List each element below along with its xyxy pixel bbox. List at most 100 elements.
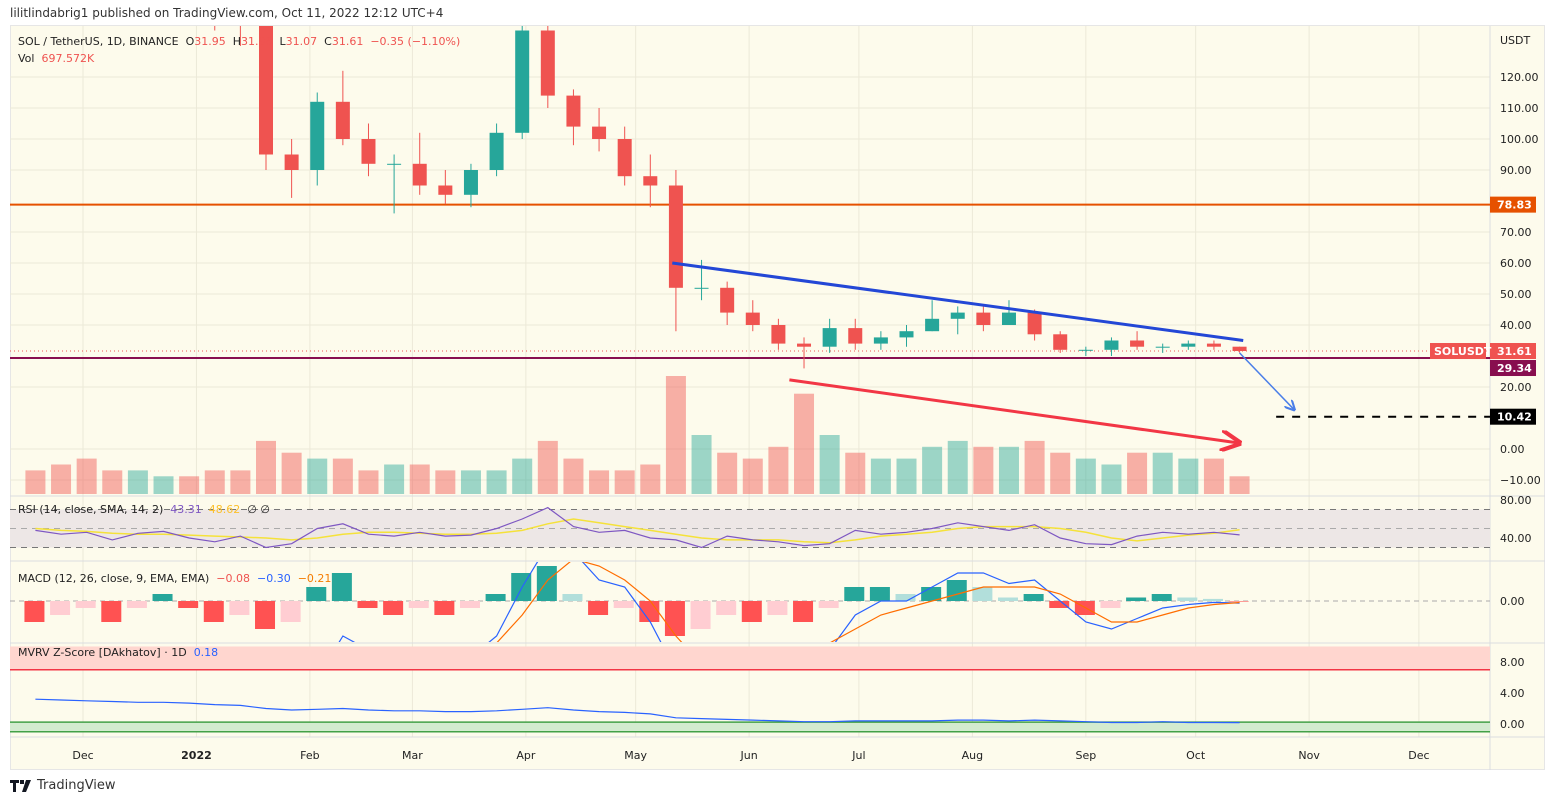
macd-histogram-bar [998, 597, 1018, 601]
macd-histogram-bar [844, 587, 865, 601]
candle-body [976, 312, 991, 325]
volume-bar [896, 458, 917, 494]
time-tick-label: Aug [962, 749, 983, 762]
time-tick-label: Feb [300, 749, 319, 762]
volume-bar [537, 440, 558, 494]
volume-bar [1024, 440, 1045, 494]
macd-histogram-bar [1100, 601, 1121, 608]
candle-body [463, 170, 478, 195]
price-pane[interactable] [10, 0, 1490, 494]
candle-body [925, 318, 940, 332]
candle-body [335, 101, 350, 139]
volume-bar [614, 470, 635, 494]
level-tag-bg [1490, 196, 1536, 213]
time-tick-label: Oct [1186, 749, 1206, 762]
macd-histogram-bar [793, 601, 814, 622]
rsi-pane[interactable] [10, 506, 1490, 549]
candle-body [617, 139, 632, 177]
macd-histogram-bar [178, 601, 199, 608]
trend-arrow[interactable] [1239, 352, 1295, 410]
mvrv-line [35, 698, 1240, 724]
time-tick-label: Dec [72, 749, 93, 762]
candle-body [1053, 334, 1068, 350]
macd-histogram-bar [972, 587, 993, 601]
footer-brand: TradingView [37, 778, 116, 793]
macd-histogram-bar [690, 601, 711, 629]
mvrv-legend[interactable]: MVRV Z-Score [DAkhatov] · 1D 0.18 [18, 646, 219, 659]
volume-bar [51, 464, 72, 494]
macd-histogram-bar [1228, 601, 1249, 602]
volume-bar [1075, 458, 1096, 494]
macd-histogram-bar [306, 587, 327, 601]
macd-histogram-bar [408, 601, 429, 608]
volume-bar [256, 440, 276, 494]
macd-histogram-bar [818, 601, 839, 608]
volume-bar [1203, 458, 1224, 494]
volume-bar [1152, 452, 1173, 494]
candle-body [233, 0, 247, 15]
macd-histogram-bar [946, 580, 967, 601]
volume-bar [768, 446, 789, 494]
price-tick-label: 120.00 [1500, 71, 1539, 84]
price-axis[interactable]: USDT 120.00 110.00 100.00 90.00 70.00 60.00 50.… [1430, 34, 1541, 731]
volume-bar [665, 376, 686, 494]
candle-body [1130, 340, 1145, 347]
volume-bar [1127, 452, 1148, 494]
macd-pane[interactable] [10, 545, 1490, 727]
candle-body [438, 185, 453, 195]
candle-body [412, 163, 427, 186]
mvrv-pane[interactable] [10, 646, 1490, 733]
macd-legend[interactable]: MACD (12, 26, close, 9, EMA, EMA) −0.08 … [18, 572, 332, 585]
trendline[interactable] [672, 261, 1244, 342]
volume-bar [102, 470, 123, 494]
candle-body [387, 163, 402, 165]
macd-histogram-bar [383, 601, 404, 615]
change-value: −0.35 (−1.10%) [370, 35, 461, 48]
time-tick-label: May [624, 749, 647, 762]
candle-body [899, 331, 914, 338]
trend-arrow[interactable] [789, 378, 1239, 443]
price-tick-label: 50.00 [1500, 288, 1532, 301]
candle-body [950, 312, 965, 319]
rsi-sma-value: 48.62 [208, 503, 241, 516]
time-axis[interactable]: Dec 2022 Feb Mar Apr May Jun Jul Aug Sep Oct Nov Dec [72, 749, 1429, 762]
macd-histogram-bar [229, 601, 250, 615]
candle-body [259, 26, 273, 155]
high-value: 31.96 [241, 35, 273, 48]
macd-signal-value: −0.21 [297, 572, 332, 585]
macd-line [338, 562, 1240, 642]
macd-histogram-bar [50, 601, 71, 615]
volume-bar [1101, 464, 1122, 494]
volume-bar [307, 458, 328, 494]
volume-bar [435, 470, 456, 494]
level-tag-bg [1490, 360, 1536, 377]
macd-histogram-bar [895, 594, 916, 601]
volume-bar [589, 470, 610, 494]
macd-histogram-bar [741, 601, 762, 622]
open-value: 31.95 [194, 35, 226, 48]
macd-histogram-bar [869, 587, 890, 601]
macd-histogram-bar [536, 566, 557, 601]
tradingview-logo[interactable]: TradingView [10, 778, 116, 793]
time-tick-label: 2022 [181, 749, 212, 762]
candle-body [1078, 349, 1093, 351]
volume-bar [870, 458, 891, 494]
candle-body [489, 132, 504, 170]
macd-histogram-bar [255, 601, 276, 629]
volume-bar [1229, 476, 1250, 494]
volume-bar [358, 470, 379, 494]
candle-body [873, 337, 888, 344]
volume-bar [1178, 458, 1199, 494]
candle-body [1155, 346, 1170, 348]
price-tick-label: −10.00 [1500, 474, 1541, 487]
volume-bar [204, 470, 225, 494]
mvrv-tick-label: 8.00 [1500, 656, 1525, 669]
candle-body [1181, 343, 1196, 347]
rsi-value: 43.31 [170, 503, 202, 516]
volume-bar [76, 458, 97, 494]
price-tick-label: 70.00 [1500, 226, 1532, 239]
rsi-legend[interactable]: RSI (14, close, SMA, 14, 2) 43.31 48.62 … [18, 503, 270, 516]
candle-body [822, 328, 837, 347]
volume-bar [563, 458, 584, 494]
